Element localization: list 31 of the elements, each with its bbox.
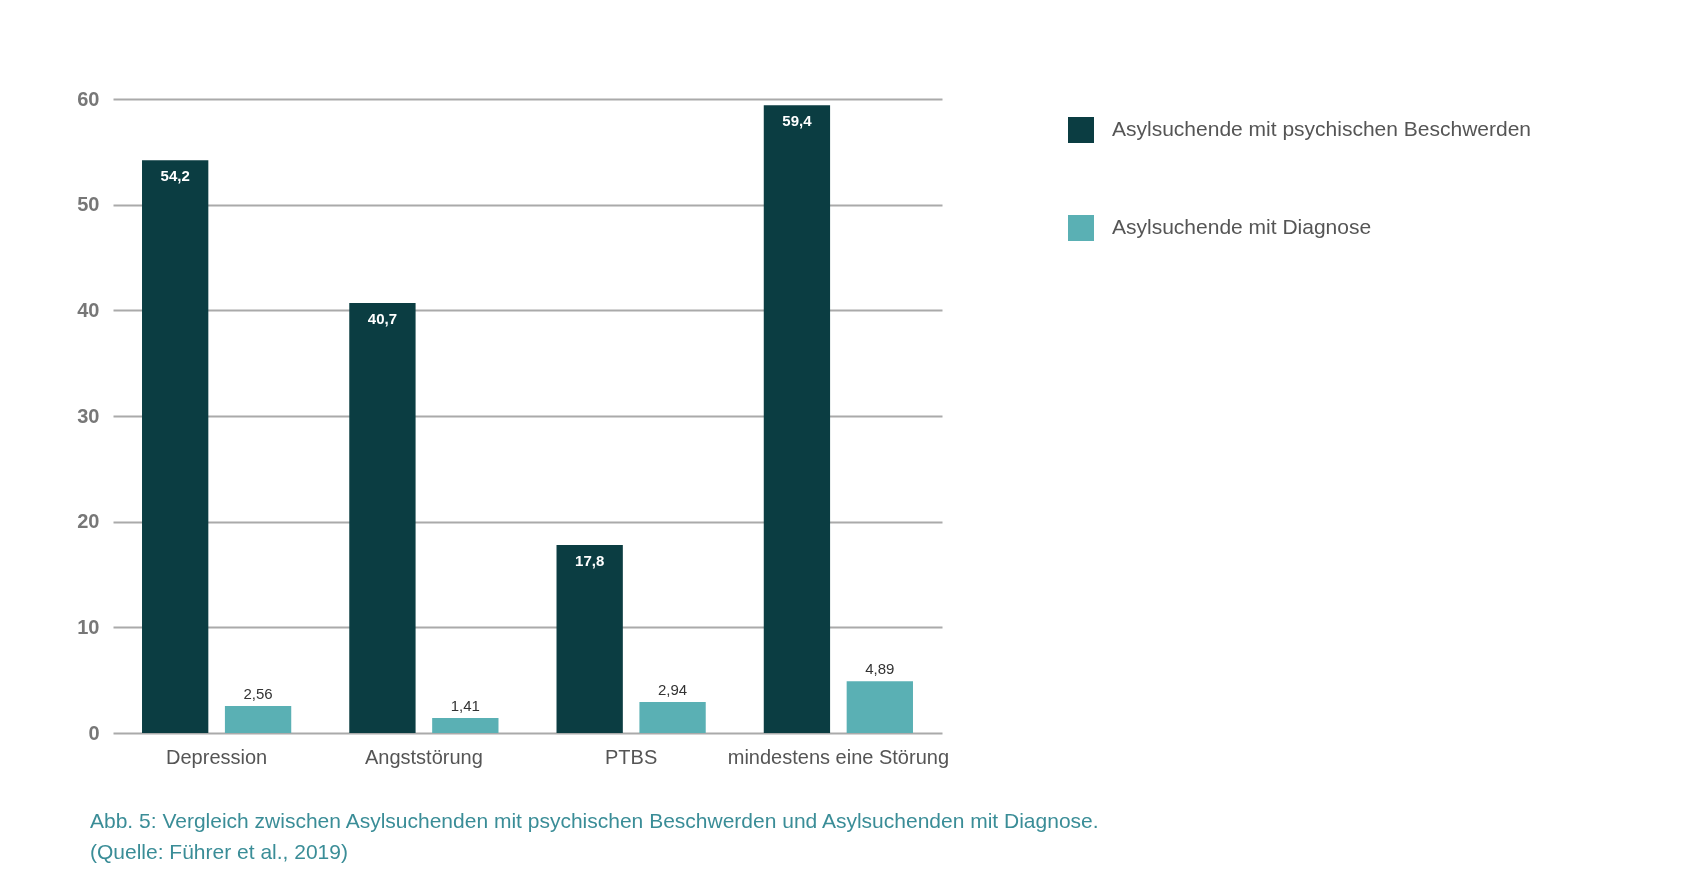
bar (432, 718, 499, 733)
legend-label: Asylsuchende mit Diagnose (1112, 215, 1372, 238)
text: (Quelle: Führer et al., 2019) (90, 840, 348, 863)
x-tick-label: Depression (166, 745, 268, 768)
bar (142, 160, 209, 733)
data-label: 2,56 (243, 684, 273, 702)
bar (224, 705, 292, 733)
x-tick-label: Angststörung (364, 745, 483, 768)
y-tick-label: 0 (88, 721, 100, 744)
y-tick-label: 10 (77, 615, 100, 638)
bar (639, 701, 706, 733)
bar (763, 105, 831, 733)
x-tick-label: mindestens eine Störung (727, 745, 949, 768)
bar (846, 681, 913, 733)
data-label: 4,89 (865, 660, 895, 678)
data-label: 54,2 (160, 167, 190, 185)
data-label: 17,8 (575, 551, 605, 569)
data-label: 40,7 (367, 309, 398, 327)
x-tick-label: PTBS (605, 745, 658, 768)
y-tick-label: 60 (77, 87, 100, 110)
y-tick-label: 30 (77, 404, 100, 427)
bar (556, 544, 623, 733)
data-label: 59,4 (782, 112, 813, 130)
data-label: 2,94 (657, 680, 688, 698)
data-label: 1,41 (450, 697, 480, 715)
bar (349, 302, 416, 733)
caption: Abb. 5: Vergleich zwischen Asylsuchenden mit psychischen Beschwerden und Asylsuchenden mit Diagnose. (90, 809, 1099, 832)
legend-label: Asylsuchende mit psychischen Beschwerden (1112, 117, 1532, 140)
y-tick-label: 40 (77, 298, 100, 321)
y-tick-label: 20 (77, 510, 100, 533)
y-tick-label: 50 (77, 193, 100, 216)
